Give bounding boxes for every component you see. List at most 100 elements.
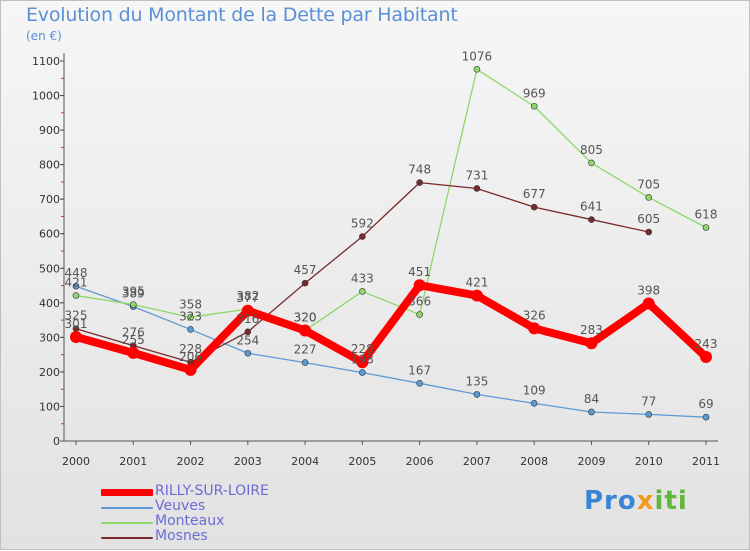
data-label: 1076 [462,49,493,63]
data-point [585,337,598,350]
series-lines [72,68,710,418]
data-label: 227 [294,343,317,357]
data-point [702,413,710,421]
y-tick-label: 800 [39,159,60,172]
data-label: 228 [179,342,202,356]
data-label: 167 [408,363,431,377]
data-point [413,279,426,292]
data-label: 254 [236,333,259,347]
data-point [244,328,252,336]
data-label: 395 [122,285,145,299]
x-tick-label: 2000 [62,455,90,468]
data-label: 705 [637,177,660,191]
data-point [642,297,655,310]
data-point [301,359,309,366]
data-point [129,301,137,308]
y-tick-label: 600 [39,228,60,241]
data-label: 276 [122,326,145,340]
data-label: 618 [695,208,718,222]
data-label: 301 [65,317,88,331]
y-tick-label: 1100 [32,55,60,68]
data-point [645,228,653,236]
data-point [299,324,312,337]
data-point [588,159,595,167]
data-label: 243 [695,337,718,351]
data-point [588,216,595,223]
series-line-veuves [75,285,707,418]
data-point [184,363,197,376]
data-label: 358 [179,297,202,311]
data-label: 969 [523,86,546,100]
data-point [356,356,369,369]
data-label: 382 [236,289,259,303]
data-label: 448 [65,266,88,280]
data-point [416,311,423,318]
series-line-monteaux [75,68,707,332]
data-point [72,292,80,299]
data-label: 326 [523,308,546,322]
data-label: 255 [122,333,145,347]
x-tick-label: 2003 [234,455,262,468]
data-point [127,346,140,359]
legend-swatch [101,507,153,509]
data-point [359,233,366,240]
data-point [416,380,423,387]
y-tick-label: 500 [39,262,60,275]
data-label: 592 [351,216,374,230]
data-label: 377 [236,291,259,305]
data-point [530,400,538,407]
chart-unit: (en €) [26,29,62,43]
data-label: 398 [637,284,660,298]
x-tick-label: 2006 [406,455,434,468]
axes: 0 100 200 300 400 500 600 700 800 900 1000 1100 2000… [32,53,720,468]
x-tick-label: 2005 [348,455,376,468]
x-tick-label: 2001 [119,455,147,468]
data-label: 421 [465,276,488,290]
data-point [528,322,541,335]
y-tick-label: 1000 [32,90,60,103]
y-tick-label: 400 [39,297,60,310]
y-tick-label: 300 [39,331,60,344]
data-point [187,314,194,321]
data-label: 433 [351,271,374,285]
legend-swatch [101,522,153,524]
chart-title: Evolution du Montant de la Dette par Hab… [26,4,458,26]
data-label: 451 [408,265,431,279]
data-point [301,279,309,287]
data-point [473,391,481,398]
data-label: 316 [236,312,259,326]
data-label: 320 [294,310,317,324]
data-point [588,408,595,416]
data-label: 77 [641,394,656,408]
data-point [241,304,254,317]
data-point [187,326,194,333]
data-label: 421 [65,276,88,290]
x-tick-label: 2009 [577,455,605,468]
data-label: 805 [580,143,603,157]
data-label: 84 [584,392,599,406]
y-tick-label: 100 [39,400,60,413]
data-label: 641 [580,200,603,214]
data-label: 228 [351,342,374,356]
data-point [702,224,710,231]
data-label: 109 [523,383,546,397]
legend-swatch [101,537,153,539]
data-label: 366 [408,295,431,309]
data-point [416,179,423,186]
x-tick-label: 2008 [520,455,548,468]
brand-part-3: iti [654,486,688,516]
y-tick-label: 900 [39,124,60,137]
series-line-rilly-sur-loire [72,281,710,374]
data-labels: 448 389 323 254 227 198 167 135 109 84 77 69 421 395 3… [65,49,718,411]
y-tick-label: 700 [39,193,60,206]
data-point [473,65,481,73]
data-label: 605 [637,212,660,226]
data-label: 69 [698,397,713,411]
x-tick-label: 2007 [463,455,491,468]
data-point [359,288,366,295]
data-label: 320 [294,310,317,324]
data-point [473,185,481,192]
data-label: 206 [179,350,202,364]
legend-label: RILLY-SUR-LOIRE [155,483,269,499]
